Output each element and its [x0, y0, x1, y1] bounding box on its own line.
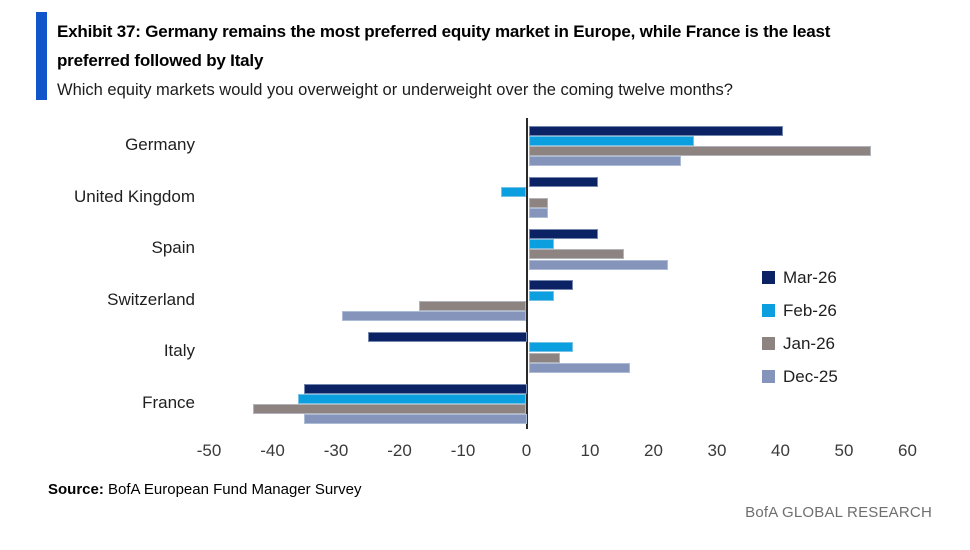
bar-italy-dec-25 — [528, 362, 631, 373]
bar-spain-dec-25 — [528, 259, 669, 270]
x-tick-20: 20 — [644, 441, 663, 460]
x-tick-50: 50 — [834, 441, 854, 460]
x-tick-40: 40 — [771, 441, 790, 460]
legend-label-dec-25: Dec-25 — [783, 366, 838, 386]
x-tick-30: 30 — [707, 441, 727, 460]
exhibit-title-line1: Exhibit 37: Germany remains the most pre… — [57, 22, 831, 41]
legend-item-dec-25: Dec-25 — [762, 360, 838, 393]
bar-switzerland-mar-26 — [528, 280, 573, 291]
category-label-germany: Germany — [125, 135, 195, 154]
x-tick-40: -40 — [260, 441, 285, 460]
source-text: BofA European Fund Manager Survey — [103, 481, 362, 498]
legend-swatch-dec-25 — [762, 370, 775, 383]
title-accent-bar — [36, 12, 47, 100]
exhibit-title-line2: preferred followed by Italy — [57, 51, 264, 70]
bar-germany-jan-26 — [528, 146, 872, 157]
x-tick-0: 0 — [521, 441, 532, 460]
legend-item-jan-26: Jan-26 — [762, 327, 838, 360]
category-label-france: France — [142, 393, 195, 412]
bofa-global-research-brand: BofA GLOBAL RESEARCH — [745, 504, 932, 521]
source-note: Source: BofA European Fund Manager Surve… — [48, 481, 362, 498]
category-label-united-kingdom: United Kingdom — [74, 186, 195, 206]
bar-switzerland-feb-26 — [528, 290, 554, 301]
bar-united-kingdom-feb-26 — [501, 187, 527, 198]
legend-swatch-jan-26 — [762, 337, 775, 350]
x-tick-60: 60 — [898, 441, 917, 460]
x-tick-10: 10 — [580, 441, 600, 460]
x-tick-20: -20 — [387, 441, 412, 460]
bar-germany-dec-25 — [528, 156, 681, 167]
bar-united-kingdom-mar-26 — [528, 177, 599, 188]
bar-italy-jan-26 — [528, 352, 561, 363]
legend-swatch-feb-26 — [762, 304, 775, 317]
x-tick-30: -30 — [323, 441, 349, 460]
legend-label-mar-26: Mar-26 — [783, 267, 837, 287]
x-tick-10: -10 — [450, 441, 476, 460]
bar-spain-feb-26 — [528, 239, 554, 250]
bar-italy-mar-26 — [367, 331, 527, 342]
bar-united-kingdom-jan-26 — [528, 197, 548, 208]
bar-united-kingdom-dec-25 — [528, 208, 548, 219]
category-label-switzerland: Switzerland — [107, 289, 195, 309]
bar-switzerland-jan-26 — [418, 300, 527, 311]
category-label-italy: Italy — [163, 341, 195, 361]
x-tick-50: -50 — [196, 441, 222, 460]
bar-france-mar-26 — [304, 383, 527, 394]
legend-label-jan-26: Jan-26 — [783, 333, 835, 353]
bar-france-jan-26 — [253, 404, 527, 415]
bar-germany-feb-26 — [528, 135, 694, 146]
bar-italy-feb-26 — [528, 342, 573, 353]
category-label-spain: Spain — [151, 238, 195, 258]
legend-item-mar-26: Mar-26 — [762, 261, 838, 294]
source-label: Source: — [48, 481, 104, 498]
bar-spain-mar-26 — [528, 228, 599, 239]
legend-swatch-mar-26 — [762, 271, 775, 284]
bar-france-dec-25 — [304, 414, 527, 425]
bar-france-feb-26 — [297, 393, 527, 404]
legend-label-feb-26: Feb-26 — [783, 300, 837, 320]
chart-subtitle-question: Which equity markets would you overweigh… — [57, 81, 733, 99]
bar-germany-mar-26 — [528, 125, 783, 136]
legend-item-feb-26: Feb-26 — [762, 294, 838, 327]
bar-switzerland-dec-25 — [342, 311, 527, 322]
bar-spain-jan-26 — [528, 249, 624, 260]
chart-legend: Mar-26 Feb-26 Jan-26 Dec-25 — [762, 261, 838, 393]
zero-axis-line — [526, 118, 528, 429]
